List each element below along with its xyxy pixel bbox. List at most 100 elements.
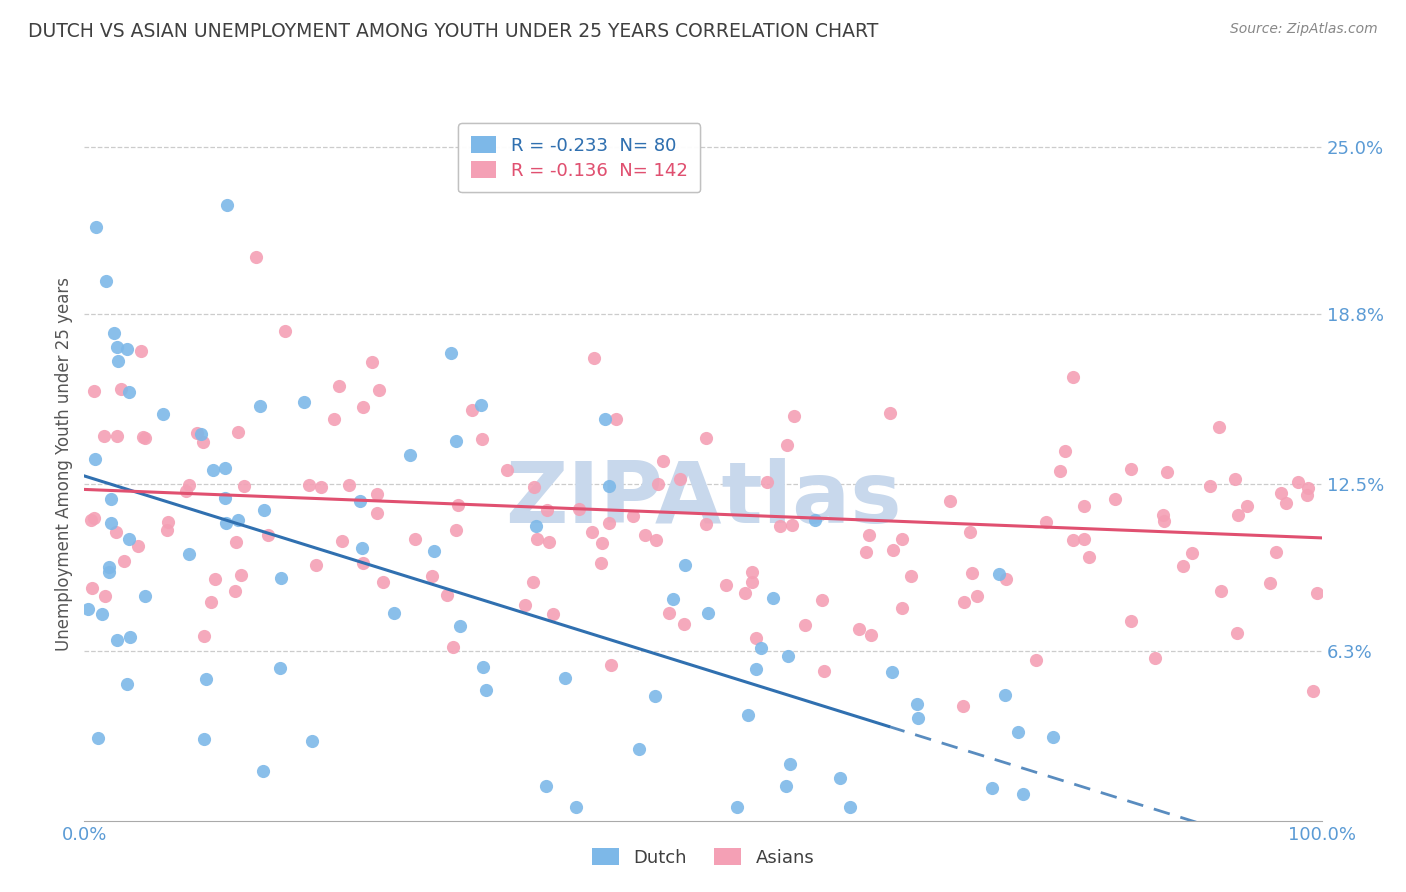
Point [134,431,156,445]
Point [745,632,768,646]
Point [523,480,546,494]
Point [226,513,249,527]
Point [93,589,115,603]
Point [952,698,974,713]
Point [793,617,815,632]
Point [352,556,374,570]
Point [526,532,548,546]
Point [446,523,468,537]
Point [769,519,792,533]
Point [858,528,880,542]
Point [475,683,498,698]
Point [156,515,179,529]
Point [1226,508,1249,522]
Legend: Dutch, Asians: Dutch, Asians [585,841,821,874]
Point [745,662,768,676]
Point [404,532,426,546]
Point [1156,465,1178,479]
Point [811,592,834,607]
Point [193,731,215,746]
Point [673,558,696,572]
Point [697,606,720,620]
Point [129,343,152,358]
Point [83,384,105,399]
Point [582,351,605,365]
Point [524,519,547,533]
Point [1062,370,1084,384]
Point [1258,576,1281,591]
Point [621,508,644,523]
Point [436,588,458,602]
Point [980,780,1002,795]
Point [1121,614,1143,628]
Point [309,480,332,494]
Point [190,427,212,442]
Point [104,524,127,539]
Point [204,572,226,586]
Point [1236,499,1258,513]
Point [461,402,484,417]
Point [472,660,495,674]
Point [382,606,405,620]
Point [447,498,470,512]
Point [1035,516,1057,530]
Point [80,582,103,596]
Point [725,800,748,814]
Point [734,585,756,599]
Point [589,556,612,570]
Point [598,516,620,530]
Point [270,571,292,585]
Point [322,412,344,426]
Point [373,575,395,590]
Point [179,477,201,491]
Point [105,429,128,443]
Point [939,494,962,508]
Point [652,454,675,468]
Point [1264,544,1286,558]
Point [855,545,877,559]
Point [298,478,321,492]
Point [252,764,274,779]
Point [352,400,374,414]
Point [84,219,107,234]
Point [1049,464,1071,478]
Point [1042,730,1064,744]
Point [962,566,984,581]
Point [741,574,763,589]
Point [195,672,218,686]
Y-axis label: Unemployment Among Youth under 25 years: Unemployment Among Youth under 25 years [55,277,73,651]
Point [1025,653,1047,667]
Point [714,578,737,592]
Point [337,478,360,492]
Point [174,483,197,498]
Point [117,342,139,356]
Point [1073,532,1095,546]
Point [761,591,783,605]
Point [966,589,988,603]
Point [1104,492,1126,507]
Point [471,432,494,446]
Point [249,399,271,413]
Point [994,573,1017,587]
Point [1223,472,1246,486]
Point [1208,420,1230,434]
Point [879,406,901,420]
Point [598,479,620,493]
Point [783,409,806,423]
Point [1270,485,1292,500]
Point [537,535,560,549]
Point [813,664,835,678]
Point [522,575,544,590]
Point [77,601,100,615]
Point [776,438,799,452]
Point [1073,499,1095,513]
Point [1053,443,1076,458]
Point [779,757,801,772]
Point [662,591,685,606]
Point [600,658,623,673]
Point [564,800,586,814]
Point [987,566,1010,581]
Point [423,544,446,558]
Point [200,595,222,609]
Point [907,711,929,725]
